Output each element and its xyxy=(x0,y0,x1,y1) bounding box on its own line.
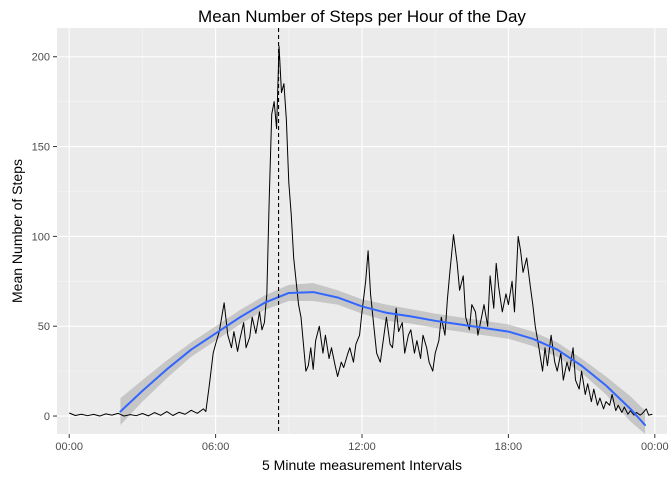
smooth-trend-layer xyxy=(119,291,647,427)
confidence-band xyxy=(120,283,646,434)
smooth-confidence-band xyxy=(120,283,646,434)
x-axis-title: 5 Minute measurement Intervals xyxy=(262,457,462,473)
major-gridlines xyxy=(57,28,667,434)
smooth-trend-line xyxy=(119,291,647,427)
x-tick-label: 12:00 xyxy=(348,441,376,453)
y-axis-ticks: 0 50 100 150 200 xyxy=(32,52,57,423)
x-tick-label: 00:00 xyxy=(641,441,669,453)
y-tick-label: 50 xyxy=(38,321,50,333)
x-tick-label: 06:00 xyxy=(202,441,230,453)
y-tick-label: 200 xyxy=(32,52,50,64)
y-tick-label: 0 xyxy=(44,411,50,423)
y-axis-title: Mean Number of Steps xyxy=(9,159,25,303)
y-tick-label: 150 xyxy=(32,142,50,154)
x-tick-label: 18:00 xyxy=(495,441,523,453)
steps-series-line xyxy=(69,45,653,417)
x-tick-label: 00:00 xyxy=(55,441,83,453)
steps-line-layer xyxy=(69,45,653,417)
chart-title: Mean Number of Steps per Hour of the Day xyxy=(198,7,526,26)
x-axis-ticks: 00:00 06:00 12:00 18:00 00:00 xyxy=(55,434,669,453)
y-tick-label: 100 xyxy=(32,231,50,243)
